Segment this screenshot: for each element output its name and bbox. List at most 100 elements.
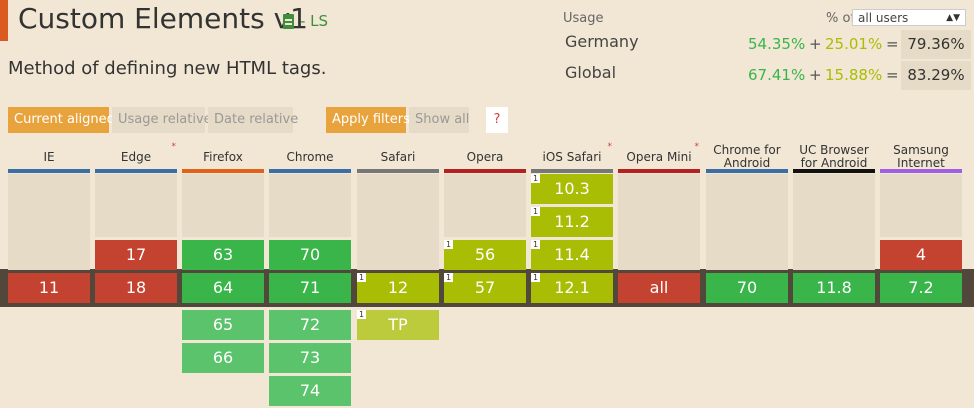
version-label: 64: [212, 278, 234, 297]
current-aligned-button[interactable]: Current aligned: [8, 107, 115, 133]
current-version-cell[interactable]: 18: [95, 273, 177, 303]
version-label: 63: [212, 245, 234, 264]
browser-name: Firefox: [203, 149, 243, 164]
future-version-cell[interactable]: 72: [269, 310, 351, 340]
version-label: 56: [474, 245, 496, 264]
help-button[interactable]: ?: [486, 107, 508, 133]
chevron-updown-icon: ▲▼: [946, 13, 960, 23]
future-version-cell[interactable]: 73: [269, 343, 351, 373]
version-label: 65: [212, 315, 234, 334]
current-version-cell[interactable]: 12 1: [357, 273, 439, 303]
usage-row-germany-label: Germany: [565, 32, 639, 51]
future-version-cell[interactable]: 66: [182, 343, 264, 373]
current-version-cell[interactable]: 64: [182, 273, 264, 303]
footnote-marker: 1: [531, 273, 540, 282]
browser-color-bar: [444, 169, 526, 173]
past-version-cell[interactable]: 4: [880, 240, 962, 270]
version-label: 7.2: [908, 278, 934, 297]
germany-supported: 54.35%: [748, 35, 806, 53]
empty-past-area: [182, 174, 264, 237]
version-label: 18: [125, 278, 147, 297]
current-version-cell[interactable]: 7.2: [880, 273, 962, 303]
empty-past-area: [357, 174, 439, 270]
browser-header: Chrome for Android: [706, 141, 788, 173]
spec-status-link[interactable]: - LS: [300, 12, 329, 30]
past-version-cell[interactable]: 63: [182, 240, 264, 270]
version-label: 11: [38, 278, 60, 297]
past-version-cell[interactable]: 11.4 1: [531, 240, 613, 270]
percent-of-label: % of: [826, 11, 856, 26]
germany-total: 79.36%: [901, 30, 971, 59]
browser-color-bar: [531, 169, 613, 173]
current-version-cell[interactable]: 71: [269, 273, 351, 303]
browser-header: Firefox: [182, 141, 264, 173]
current-version-cell[interactable]: 11.8: [793, 273, 875, 303]
version-label: 17: [125, 245, 147, 264]
past-version-cell[interactable]: 56 1: [444, 240, 526, 270]
version-label: TP: [388, 315, 408, 334]
browser-color-bar: [618, 169, 700, 173]
browser-header: Opera Mini *: [618, 141, 700, 173]
footnote-marker: 1: [531, 240, 540, 249]
browser-color-bar: [8, 169, 90, 173]
version-label: 70: [299, 245, 321, 264]
equals-sign: =: [886, 35, 899, 53]
date-relative-button[interactable]: Date relative: [208, 107, 298, 133]
feature-description: Method of defining new HTML tags.: [8, 58, 327, 79]
plus-sign: +: [809, 66, 822, 84]
version-label: 12: [387, 278, 409, 297]
browser-header: iOS Safari *: [531, 141, 613, 173]
empty-past-area: [793, 174, 875, 270]
title-accent-bar: [0, 0, 8, 41]
empty-past-area: [880, 174, 962, 237]
browser-name: UC Browser for Android: [799, 143, 869, 170]
germany-partial: 25.01%: [825, 35, 883, 53]
browser-color-bar: [95, 169, 177, 173]
current-version-cell[interactable]: 11: [8, 273, 90, 303]
browser-name: Chrome for Android: [713, 143, 781, 170]
version-label: all: [649, 278, 669, 297]
current-version-cell[interactable]: all: [618, 273, 700, 303]
version-label: 12.1: [554, 278, 590, 297]
browser-name: Edge: [120, 149, 152, 164]
browser-name: Chrome: [286, 149, 334, 164]
current-version-cell[interactable]: 57 1: [444, 273, 526, 303]
past-version-cell[interactable]: 10.3 1: [531, 174, 613, 204]
current-version-cell[interactable]: 70: [706, 273, 788, 303]
version-label: 11.8: [816, 278, 852, 297]
version-label: 4: [915, 245, 927, 264]
footnote-marker: 1: [357, 273, 366, 282]
browser-header: Chrome: [269, 141, 351, 173]
browser-color-bar: [706, 169, 788, 173]
version-label: 72: [299, 315, 321, 334]
future-version-cell[interactable]: 65: [182, 310, 264, 340]
current-version-cell[interactable]: 12.1 1: [531, 273, 613, 303]
version-label: 71: [299, 278, 321, 297]
show-all-button[interactable]: Show all: [409, 107, 469, 133]
usage-relative-button[interactable]: Usage relative: [112, 107, 212, 133]
version-label: 70: [736, 278, 758, 297]
version-label: 57: [474, 278, 496, 297]
footnote-marker: 1: [531, 174, 540, 183]
future-version-cell[interactable]: TP 1: [357, 310, 439, 340]
spec-document-icon[interactable]: [283, 14, 294, 29]
past-version-cell[interactable]: 11.2 1: [531, 207, 613, 237]
plus-sign: +: [809, 35, 822, 53]
footnote-marker: 1: [531, 207, 540, 216]
apply-filters-button[interactable]: Apply filters: [326, 107, 410, 133]
version-label: 10.3: [554, 179, 590, 198]
feature-title: Custom Elements v1: [18, 2, 308, 35]
browser-name: Safari: [380, 149, 416, 164]
empty-past-area: [8, 174, 90, 270]
version-label: 11.2: [554, 212, 590, 231]
future-version-cell[interactable]: 74: [269, 376, 351, 406]
browser-color-bar: [269, 169, 351, 173]
empty-past-area: [444, 174, 526, 237]
note-asterisk: *: [171, 142, 177, 152]
past-version-cell[interactable]: 70: [269, 240, 351, 270]
version-label: 66: [212, 348, 234, 367]
past-version-cell[interactable]: 17: [95, 240, 177, 270]
browser-header: Safari: [357, 141, 439, 173]
usage-scope-select[interactable]: all users ▲▼: [852, 9, 966, 26]
browser-name: Opera Mini: [626, 149, 692, 164]
